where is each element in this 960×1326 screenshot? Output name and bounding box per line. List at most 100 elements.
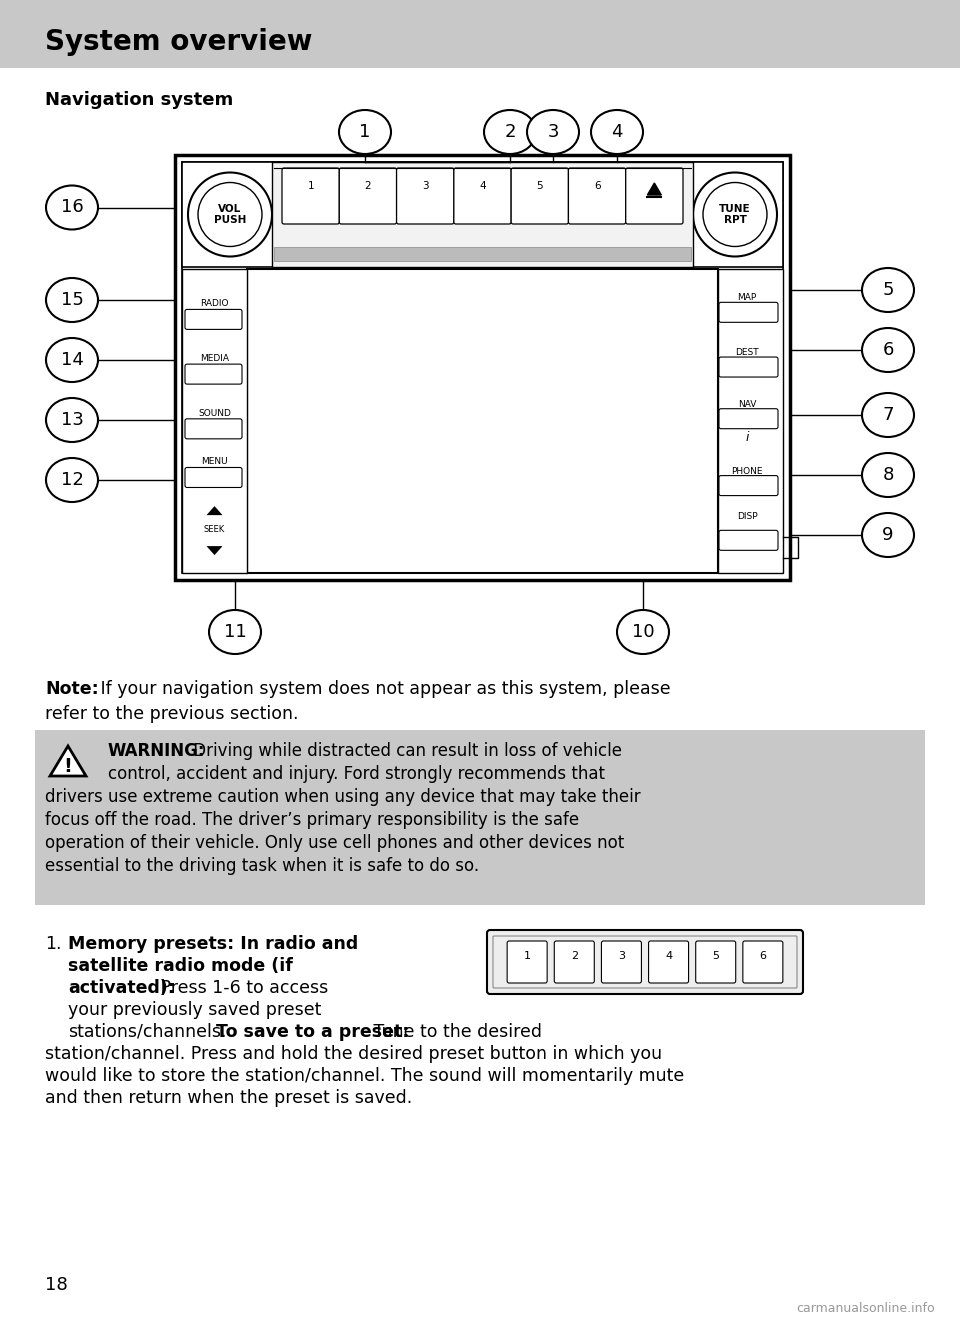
Ellipse shape bbox=[46, 457, 98, 503]
Bar bbox=[175, 155, 790, 579]
Text: 12: 12 bbox=[60, 471, 84, 489]
Polygon shape bbox=[206, 507, 223, 514]
Ellipse shape bbox=[862, 513, 914, 557]
Text: MENU: MENU bbox=[202, 457, 228, 467]
Circle shape bbox=[188, 172, 272, 256]
Ellipse shape bbox=[617, 610, 669, 654]
FancyBboxPatch shape bbox=[185, 309, 242, 329]
Text: station/channel. Press and hold the desired preset button in which you: station/channel. Press and hold the desi… bbox=[45, 1045, 662, 1063]
Text: Memory presets: In radio and: Memory presets: In radio and bbox=[68, 935, 358, 953]
Text: 5: 5 bbox=[712, 951, 719, 961]
Circle shape bbox=[198, 183, 262, 247]
FancyBboxPatch shape bbox=[185, 365, 242, 385]
Text: essential to the driving task when it is safe to do so.: essential to the driving task when it is… bbox=[45, 857, 479, 875]
Text: your previously saved preset: your previously saved preset bbox=[68, 1001, 322, 1018]
Text: DISP: DISP bbox=[737, 512, 757, 521]
Ellipse shape bbox=[46, 398, 98, 442]
Text: 3: 3 bbox=[421, 180, 428, 191]
Text: RADIO: RADIO bbox=[201, 300, 228, 309]
Text: 15: 15 bbox=[60, 290, 84, 309]
Text: VOL
PUSH: VOL PUSH bbox=[214, 204, 246, 225]
Text: 1: 1 bbox=[359, 123, 371, 141]
FancyBboxPatch shape bbox=[601, 941, 641, 983]
FancyBboxPatch shape bbox=[507, 941, 547, 983]
Text: PHONE: PHONE bbox=[732, 467, 763, 476]
Text: drivers use extreme caution when using any device that may take their: drivers use extreme caution when using a… bbox=[45, 788, 640, 806]
Bar bbox=[247, 269, 718, 573]
Bar bbox=[182, 162, 783, 573]
Text: 13: 13 bbox=[60, 411, 84, 430]
Text: 3: 3 bbox=[618, 951, 625, 961]
FancyBboxPatch shape bbox=[626, 168, 683, 224]
Text: refer to the previous section.: refer to the previous section. bbox=[45, 705, 299, 723]
Text: stations/channels.: stations/channels. bbox=[68, 1022, 227, 1041]
Text: control, accident and injury. Ford strongly recommends that: control, accident and injury. Ford stron… bbox=[108, 765, 605, 782]
Text: i: i bbox=[746, 431, 749, 444]
Text: 6: 6 bbox=[882, 341, 894, 359]
Text: 5: 5 bbox=[537, 180, 543, 191]
FancyBboxPatch shape bbox=[185, 419, 242, 439]
Text: 2: 2 bbox=[504, 123, 516, 141]
Ellipse shape bbox=[46, 278, 98, 322]
Ellipse shape bbox=[484, 110, 536, 154]
Ellipse shape bbox=[209, 610, 261, 654]
Text: MAP: MAP bbox=[737, 293, 756, 302]
Text: 6: 6 bbox=[759, 951, 766, 961]
Text: TUNE
RPT: TUNE RPT bbox=[719, 204, 751, 225]
Ellipse shape bbox=[862, 392, 914, 438]
Ellipse shape bbox=[591, 110, 643, 154]
Text: 4: 4 bbox=[665, 951, 672, 961]
Text: 3: 3 bbox=[547, 123, 559, 141]
Circle shape bbox=[693, 172, 777, 256]
FancyBboxPatch shape bbox=[487, 930, 803, 994]
Circle shape bbox=[703, 183, 767, 247]
Text: 4: 4 bbox=[612, 123, 623, 141]
FancyBboxPatch shape bbox=[282, 168, 339, 224]
Text: Press 1-6 to access: Press 1-6 to access bbox=[155, 979, 328, 997]
Text: 2: 2 bbox=[365, 180, 372, 191]
Ellipse shape bbox=[46, 186, 98, 229]
Text: To save to a preset:: To save to a preset: bbox=[216, 1022, 409, 1041]
Polygon shape bbox=[647, 183, 661, 195]
FancyBboxPatch shape bbox=[0, 0, 960, 68]
Text: 8: 8 bbox=[882, 465, 894, 484]
FancyBboxPatch shape bbox=[719, 408, 778, 428]
FancyBboxPatch shape bbox=[743, 941, 782, 983]
FancyBboxPatch shape bbox=[554, 941, 594, 983]
Text: satellite radio mode (if: satellite radio mode (if bbox=[68, 957, 293, 975]
Bar bbox=[274, 247, 691, 261]
Text: 6: 6 bbox=[593, 180, 600, 191]
Text: !: ! bbox=[63, 757, 72, 776]
Text: operation of their vehicle. Only use cell phones and other devices not: operation of their vehicle. Only use cel… bbox=[45, 834, 624, 853]
Text: 1: 1 bbox=[523, 951, 531, 961]
FancyBboxPatch shape bbox=[493, 936, 797, 988]
Text: 9: 9 bbox=[882, 526, 894, 544]
Text: 14: 14 bbox=[60, 351, 84, 369]
FancyBboxPatch shape bbox=[511, 168, 568, 224]
Ellipse shape bbox=[339, 110, 391, 154]
FancyBboxPatch shape bbox=[396, 168, 454, 224]
FancyBboxPatch shape bbox=[719, 302, 778, 322]
Polygon shape bbox=[206, 546, 223, 556]
Polygon shape bbox=[50, 747, 86, 776]
FancyBboxPatch shape bbox=[719, 357, 778, 377]
FancyBboxPatch shape bbox=[719, 476, 778, 496]
Text: 18: 18 bbox=[45, 1276, 68, 1294]
Text: carmanualsonline.info: carmanualsonline.info bbox=[797, 1302, 935, 1314]
Text: DEST: DEST bbox=[735, 347, 759, 357]
Text: If your navigation system does not appear as this system, please: If your navigation system does not appea… bbox=[95, 680, 671, 697]
Text: activated):: activated): bbox=[68, 979, 175, 997]
Bar bbox=[718, 269, 783, 573]
Bar bbox=[182, 162, 783, 267]
Text: System overview: System overview bbox=[45, 28, 312, 56]
Text: 16: 16 bbox=[60, 199, 84, 216]
Text: 2: 2 bbox=[571, 951, 578, 961]
Text: focus off the road. The driver’s primary responsibility is the safe: focus off the road. The driver’s primary… bbox=[45, 812, 579, 829]
FancyBboxPatch shape bbox=[185, 468, 242, 488]
Text: WARNING:: WARNING: bbox=[108, 743, 205, 760]
Text: 10: 10 bbox=[632, 623, 655, 640]
Text: 5: 5 bbox=[882, 281, 894, 298]
Text: SOUND: SOUND bbox=[198, 408, 231, 418]
Text: would like to store the station/channel. The sound will momentarily mute: would like to store the station/channel.… bbox=[45, 1067, 684, 1085]
Ellipse shape bbox=[46, 338, 98, 382]
